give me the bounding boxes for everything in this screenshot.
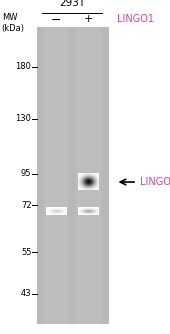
Text: 130: 130	[16, 114, 31, 123]
Bar	[76, 27, 101, 324]
Text: 180: 180	[16, 62, 31, 71]
Text: −: −	[51, 14, 61, 27]
Text: MW
(kDa): MW (kDa)	[2, 13, 25, 33]
Text: 293T: 293T	[59, 0, 85, 8]
Text: 72: 72	[21, 201, 31, 210]
Text: 43: 43	[21, 290, 31, 298]
Text: LINGO1: LINGO1	[140, 177, 170, 187]
Text: 55: 55	[21, 248, 31, 257]
Bar	[37, 27, 109, 324]
Bar	[44, 27, 68, 324]
Text: 95: 95	[21, 169, 31, 178]
Text: LINGO1: LINGO1	[117, 14, 154, 24]
Text: +: +	[84, 14, 93, 24]
